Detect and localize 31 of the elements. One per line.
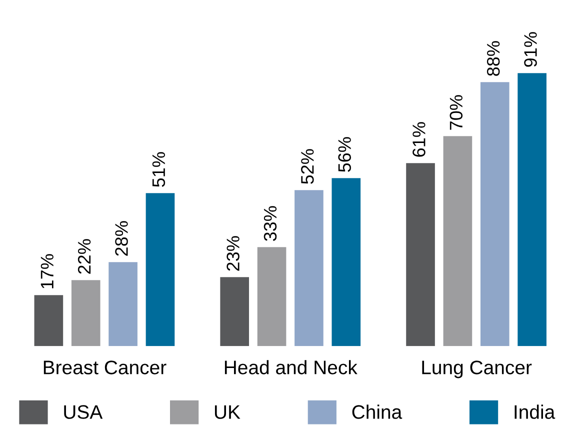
data-label: 22%	[78, 239, 91, 274]
bar	[146, 193, 175, 346]
legend-label: UK	[214, 405, 240, 419]
bar	[34, 295, 64, 346]
x-tick-label: Breast Cancer	[44, 360, 166, 374]
x-tick-label: Head and Neck	[224, 360, 358, 374]
data-label: 91%	[524, 32, 537, 67]
data-label: 28%	[115, 221, 128, 256]
bar	[220, 277, 250, 346]
data-label: 88%	[486, 41, 500, 76]
data-label: 52%	[301, 149, 314, 184]
bar	[518, 73, 546, 346]
bar	[294, 190, 324, 346]
bar	[332, 178, 361, 346]
data-label: 56%	[338, 137, 351, 172]
data-label: 70%	[450, 95, 463, 130]
legend-label: USA	[64, 405, 103, 419]
legend-label: China	[352, 404, 402, 419]
bar	[108, 262, 138, 346]
data-label: 33%	[264, 206, 277, 241]
data-label: 23%	[226, 236, 240, 271]
bar	[71, 280, 100, 346]
legend-label: India	[514, 404, 556, 419]
data-label: 61%	[412, 122, 426, 157]
data-label: 51%	[152, 152, 166, 187]
bar	[406, 163, 435, 346]
bar	[443, 136, 472, 346]
x-tick-label: Lung Cancer	[422, 360, 532, 378]
data-label: 17%	[40, 254, 54, 288]
bar	[480, 82, 510, 346]
bar	[257, 247, 286, 346]
